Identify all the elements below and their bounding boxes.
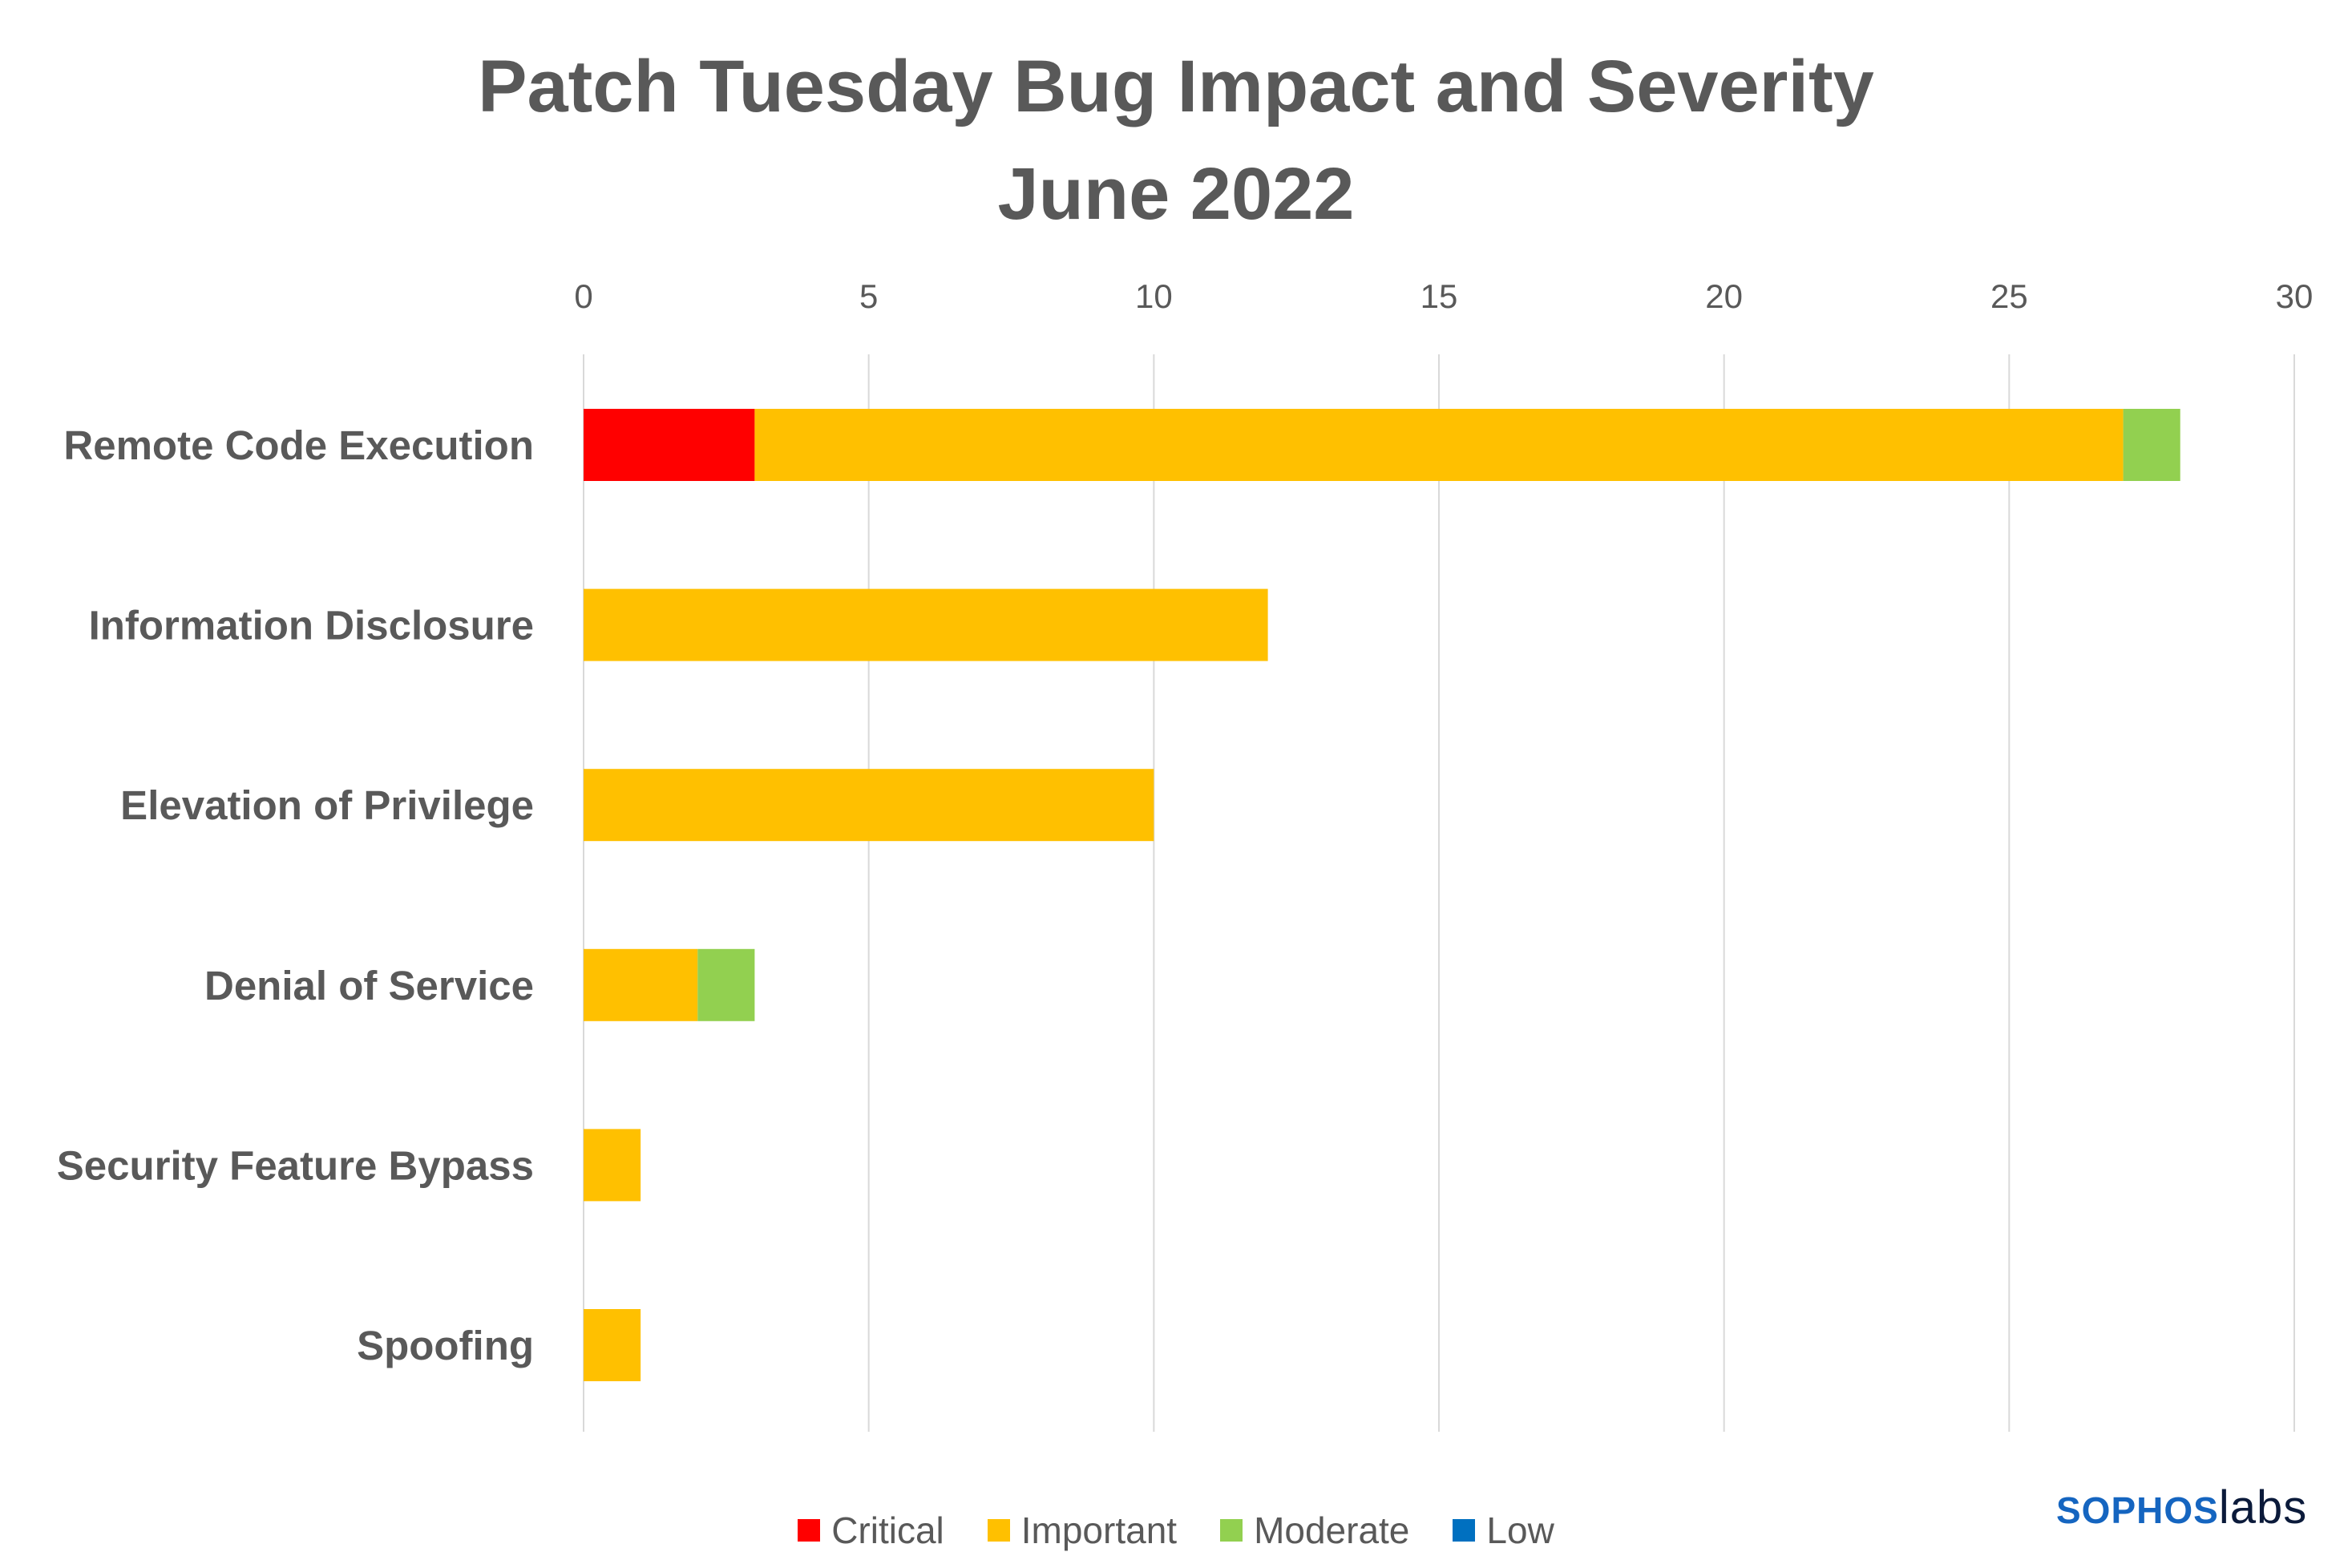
- x-tick-label: 25: [1990, 277, 2028, 315]
- bar-important: [584, 948, 698, 1021]
- chart-title: Patch Tuesday Bug Impact and Severity: [478, 46, 1874, 127]
- chart-subtitle: June 2022: [997, 153, 1355, 235]
- bar-important: [754, 409, 2124, 481]
- legend-swatch: [798, 1519, 821, 1542]
- category-label: Remote Code Execution: [63, 422, 534, 468]
- logo-part-labs: labs: [2218, 1481, 2308, 1534]
- legend-label: Critical: [831, 1509, 944, 1551]
- category-label: Information Disclosure: [89, 603, 534, 649]
- x-tick-label: 20: [1705, 277, 1743, 315]
- category-label: Elevation of Privilege: [120, 782, 534, 828]
- category-label: Security Feature Bypass: [57, 1142, 534, 1188]
- category-label: Spoofing: [357, 1323, 534, 1368]
- legend-label: Moderate: [1254, 1509, 1410, 1551]
- legend: Critical Important Moderate Low: [0, 1509, 2352, 1552]
- bar-important: [584, 1129, 641, 1202]
- bar-important: [584, 588, 1268, 661]
- legend-item-important: Important: [987, 1509, 1178, 1552]
- category-label: Denial of Service: [204, 963, 534, 1008]
- bar-important: [584, 1309, 641, 1381]
- legend-swatch: [1220, 1519, 1243, 1542]
- bar-important: [584, 769, 1154, 842]
- bar-critical: [584, 409, 755, 481]
- x-tick-label: 5: [859, 277, 878, 315]
- legend-label: Important: [1020, 1509, 1178, 1551]
- x-tick-label: 0: [574, 277, 592, 315]
- legend-item-low: Low: [1453, 1509, 1554, 1552]
- sophoslabs-logo: SOPHOSlabs: [2056, 1485, 2307, 1531]
- legend-item-critical: Critical: [798, 1509, 944, 1552]
- x-tick-label: 10: [1135, 277, 1173, 315]
- x-tick-label: 30: [2276, 277, 2314, 315]
- legend-label: Low: [1486, 1509, 1554, 1551]
- legend-item-moderate: Moderate: [1220, 1509, 1409, 1552]
- bar-moderate: [2123, 409, 2180, 481]
- bar-moderate: [697, 948, 755, 1021]
- logo-part-sophos: SOPHOS: [2056, 1489, 2219, 1531]
- x-tick-label: 15: [1420, 277, 1458, 315]
- legend-swatch: [987, 1519, 1010, 1542]
- legend-swatch: [1453, 1519, 1476, 1542]
